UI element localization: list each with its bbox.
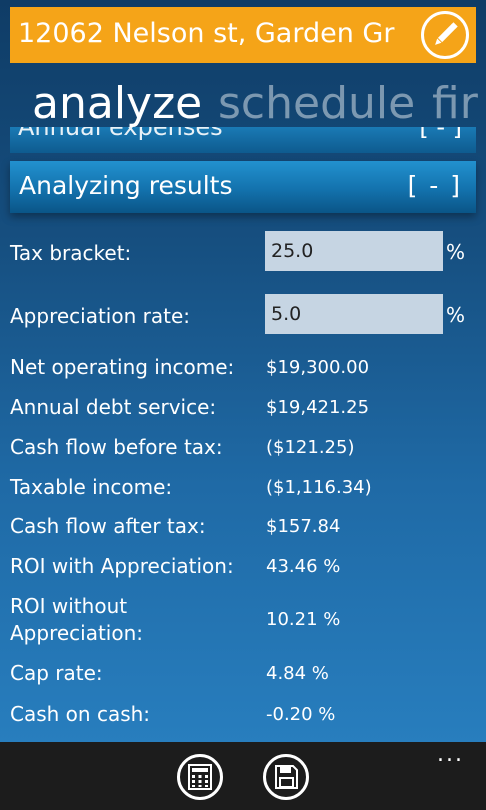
result-label: Net operating income: (10, 355, 235, 379)
more-options-button[interactable]: ... (437, 742, 464, 767)
result-label: Cap rate: (10, 661, 103, 685)
result-label: Annual debt service: (10, 395, 217, 419)
save-icon (275, 765, 298, 789)
result-label: Cash flow before tax: (10, 435, 223, 459)
app-bar: ... (0, 742, 486, 810)
result-value: $19,300.00 (266, 357, 370, 378)
section-toggle-annual-expenses[interactable]: [ - ] (419, 127, 462, 141)
pencil-icon (435, 22, 458, 45)
result-label: Taxable income: (10, 475, 173, 499)
result-value: 4.84 % (266, 663, 329, 684)
result-value: ($1,116.34) (266, 477, 372, 498)
result-label: ROI without Appreciation: (10, 594, 144, 645)
header-bar: 12062 Nelson st, Garden Gr (10, 7, 476, 63)
result-label: Cash on cash: (10, 702, 151, 726)
section-title: Analyzing results (19, 171, 233, 200)
section-title-annual-expenses: Annual expenses (18, 127, 223, 141)
section-header-analyzing-results[interactable]: Analyzing results [ - ] (10, 161, 476, 213)
property-address: 12062 Nelson st, Garden Gr (18, 18, 395, 49)
tab-schedule[interactable]: schedule (218, 78, 416, 129)
appreciation-rate-label: Appreciation rate: (10, 304, 190, 328)
calculator-button[interactable] (177, 754, 223, 800)
result-value: ($121.25) (266, 437, 355, 458)
section-header-annual-expenses[interactable]: Annual expenses [ - ] (10, 127, 476, 153)
result-value: -0.20 % (266, 704, 336, 725)
tax-bracket-label: Tax bracket: (10, 241, 132, 265)
tab-financing[interactable]: fir (432, 78, 478, 129)
tax-bracket-input[interactable]: 25.0 (265, 231, 443, 271)
result-label: Cash flow after tax: (10, 514, 206, 538)
appreciation-rate-input[interactable]: 5.0 (265, 294, 443, 334)
tab-analyze[interactable]: analyze (32, 78, 203, 129)
section-toggle[interactable]: [ - ] (407, 171, 462, 200)
result-value: 43.46 % (266, 556, 341, 577)
calculator-icon (188, 764, 212, 790)
tax-bracket-unit: % (446, 240, 466, 264)
save-button[interactable] (263, 754, 309, 800)
result-value: $19,421.25 (266, 397, 370, 418)
pivot-header: analyze schedule fir (0, 78, 486, 134)
result-label: ROI with Appreciation: (10, 554, 234, 578)
edit-button[interactable] (421, 11, 469, 59)
appreciation-rate-unit: % (446, 303, 466, 327)
result-value: 10.21 % (266, 609, 341, 630)
result-value: $157.84 (266, 516, 341, 537)
